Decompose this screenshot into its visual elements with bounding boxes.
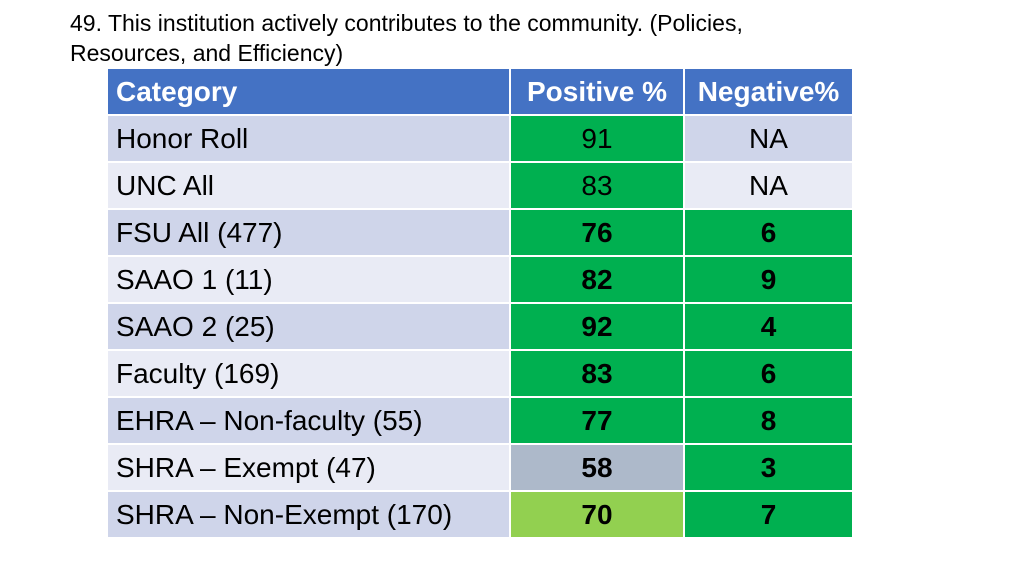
positive-cell: 70	[509, 490, 685, 539]
table-row: SHRA – Exempt (47) 58 3	[106, 443, 854, 492]
negative-cell: NA	[683, 161, 854, 210]
negative-cell: 9	[683, 255, 854, 304]
category-cell: SAAO 2 (25)	[106, 302, 511, 351]
slide-title: 49. This institution actively contribute…	[70, 8, 970, 68]
positive-cell: 91	[509, 114, 685, 163]
category-cell: EHRA – Non-faculty (55)	[106, 396, 511, 445]
positive-cell: 92	[509, 302, 685, 351]
table-row: SHRA – Non-Exempt (170) 70 7	[106, 490, 854, 539]
negative-cell: 4	[683, 302, 854, 351]
category-cell: SHRA – Non-Exempt (170)	[106, 490, 511, 539]
category-cell: Honor Roll	[106, 114, 511, 163]
positive-cell: 77	[509, 396, 685, 445]
negative-cell: NA	[683, 114, 854, 163]
positive-cell: 82	[509, 255, 685, 304]
title-line-2: Resources, and Efficiency)	[70, 40, 344, 66]
table-row: EHRA – Non-faculty (55) 77 8	[106, 396, 854, 445]
table-row: FSU All (477) 76 6	[106, 208, 854, 257]
category-cell: SAAO 1 (11)	[106, 255, 511, 304]
positive-cell: 76	[509, 208, 685, 257]
header-category: Category	[106, 67, 511, 116]
category-cell: Faculty (169)	[106, 349, 511, 398]
table-row: SAAO 2 (25) 92 4	[106, 302, 854, 351]
results-table: Category Positive % Negative% Honor Roll…	[106, 67, 854, 539]
positive-cell: 83	[509, 161, 685, 210]
category-cell: FSU All (477)	[106, 208, 511, 257]
table-row: UNC All 83 NA	[106, 161, 854, 210]
negative-cell: 6	[683, 208, 854, 257]
positive-cell: 83	[509, 349, 685, 398]
category-cell: UNC All	[106, 161, 511, 210]
negative-cell: 3	[683, 443, 854, 492]
table-row: Honor Roll 91 NA	[106, 114, 854, 163]
header-negative: Negative%	[683, 67, 854, 116]
table-header-row: Category Positive % Negative%	[106, 67, 854, 116]
header-positive: Positive %	[509, 67, 685, 116]
positive-cell: 58	[509, 443, 685, 492]
title-line-1: 49. This institution actively contribute…	[70, 10, 743, 36]
table-row: SAAO 1 (11) 82 9	[106, 255, 854, 304]
table-row: Faculty (169) 83 6	[106, 349, 854, 398]
negative-cell: 7	[683, 490, 854, 539]
negative-cell: 6	[683, 349, 854, 398]
category-cell: SHRA – Exempt (47)	[106, 443, 511, 492]
negative-cell: 8	[683, 396, 854, 445]
